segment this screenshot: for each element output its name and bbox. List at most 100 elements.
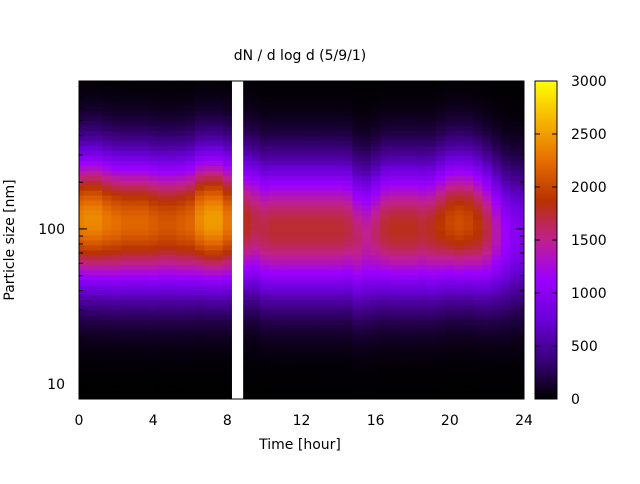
heatmap-cell [352, 100, 363, 107]
heatmap-cell [473, 170, 483, 176]
heatmap-cell [157, 165, 168, 171]
heatmap-cell [259, 259, 270, 266]
heatmap-cell [445, 249, 455, 256]
heatmap-cell [371, 100, 381, 107]
heatmap-cell [129, 185, 140, 191]
heatmap-cell [454, 309, 465, 315]
heatmap-cell [102, 259, 112, 266]
heatmap-cell [250, 249, 261, 256]
heatmap-cell [269, 369, 279, 375]
heatmap-cell [306, 359, 316, 365]
heatmap-cell [389, 155, 400, 161]
heatmap-cell [296, 190, 307, 196]
heatmap-cell [510, 90, 520, 97]
heatmap-cell [157, 374, 168, 380]
heatmap-cell [111, 294, 122, 301]
heatmap-cell [519, 314, 525, 320]
x-axis-label: Time [hour] [258, 437, 341, 453]
heatmap-cell [389, 180, 400, 186]
heatmap-cell [194, 254, 205, 261]
heatmap-cell [120, 359, 131, 365]
heatmap-cell [510, 240, 520, 246]
heatmap-cell [491, 215, 502, 221]
heatmap-cell [222, 374, 233, 380]
heatmap-cell [213, 359, 224, 365]
heatmap-cell [454, 160, 465, 166]
heatmap-cell [482, 334, 492, 340]
heatmap-cell [92, 220, 103, 226]
heatmap-cell [111, 220, 122, 226]
heatmap-cell [408, 90, 418, 97]
heatmap-cell [139, 299, 149, 305]
heatmap-cell [157, 205, 168, 211]
heatmap-cell [361, 210, 372, 216]
heatmap-cell [306, 81, 316, 87]
heatmap-cell [398, 389, 409, 395]
heatmap-cell [83, 319, 94, 325]
heatmap-cell [454, 394, 465, 400]
heatmap-cell [315, 249, 326, 256]
heatmap-cell [157, 190, 168, 196]
heatmap-cell [185, 240, 196, 246]
heatmap-cell [250, 170, 261, 176]
heatmap-cell [259, 95, 270, 102]
heatmap-cell [306, 85, 316, 92]
heatmap-cell [482, 254, 492, 261]
heatmap-cell [491, 319, 502, 325]
heatmap-cell [352, 215, 363, 221]
heatmap-cell [510, 374, 520, 380]
heatmap-cell [79, 364, 85, 370]
heatmap-cell [278, 85, 288, 92]
heatmap-cell [157, 150, 168, 156]
heatmap-cell [435, 294, 446, 301]
heatmap-cell [510, 299, 520, 305]
heatmap-cell [185, 100, 196, 107]
heatmap-cell [463, 195, 474, 201]
heatmap-cell [83, 279, 94, 286]
heatmap-cell [148, 220, 159, 226]
heatmap-cell [343, 329, 353, 335]
heatmap-cell [454, 364, 465, 370]
heatmap-cell [482, 319, 492, 325]
heatmap-cell [510, 200, 520, 206]
heatmap-cell [510, 394, 520, 400]
heatmap-cell [287, 180, 298, 186]
heatmap-cell [296, 334, 307, 340]
heatmap-cell [269, 85, 279, 92]
heatmap-cell [194, 205, 205, 211]
heatmap-cell [296, 339, 307, 345]
heatmap-cell [343, 369, 353, 375]
heatmap-cell [315, 145, 326, 151]
heatmap-cell [243, 120, 251, 127]
heatmap-cell [473, 160, 483, 166]
heatmap-cell [343, 81, 353, 87]
heatmap-cell [269, 344, 279, 350]
heatmap-cell [204, 364, 214, 370]
heatmap-cell [510, 160, 520, 166]
heatmap-cell [185, 264, 196, 271]
heatmap-cell [417, 240, 428, 246]
heatmap-cell [343, 210, 353, 216]
heatmap-cell [259, 269, 270, 276]
heatmap-cell [185, 299, 196, 305]
heatmap-cell [324, 264, 335, 271]
heatmap-cell [435, 274, 446, 281]
heatmap-cell [243, 279, 251, 286]
heatmap-cell [296, 90, 307, 97]
heatmap-cell [519, 359, 525, 365]
heatmap-cell [157, 105, 168, 112]
heatmap-cell [473, 210, 483, 216]
heatmap-cell [417, 339, 428, 345]
heatmap-cell [139, 259, 149, 266]
heatmap-cell [287, 185, 298, 191]
heatmap-cell [491, 210, 502, 216]
heatmap-cell [243, 334, 251, 340]
heatmap-cell [306, 354, 316, 360]
heatmap-cell [500, 344, 511, 350]
heatmap-cell [213, 314, 224, 320]
heatmap-cell [389, 349, 400, 355]
heatmap-cell [213, 220, 224, 226]
heatmap-cell [306, 235, 316, 241]
heatmap-cell [454, 100, 465, 107]
heatmap-cell [222, 364, 233, 370]
